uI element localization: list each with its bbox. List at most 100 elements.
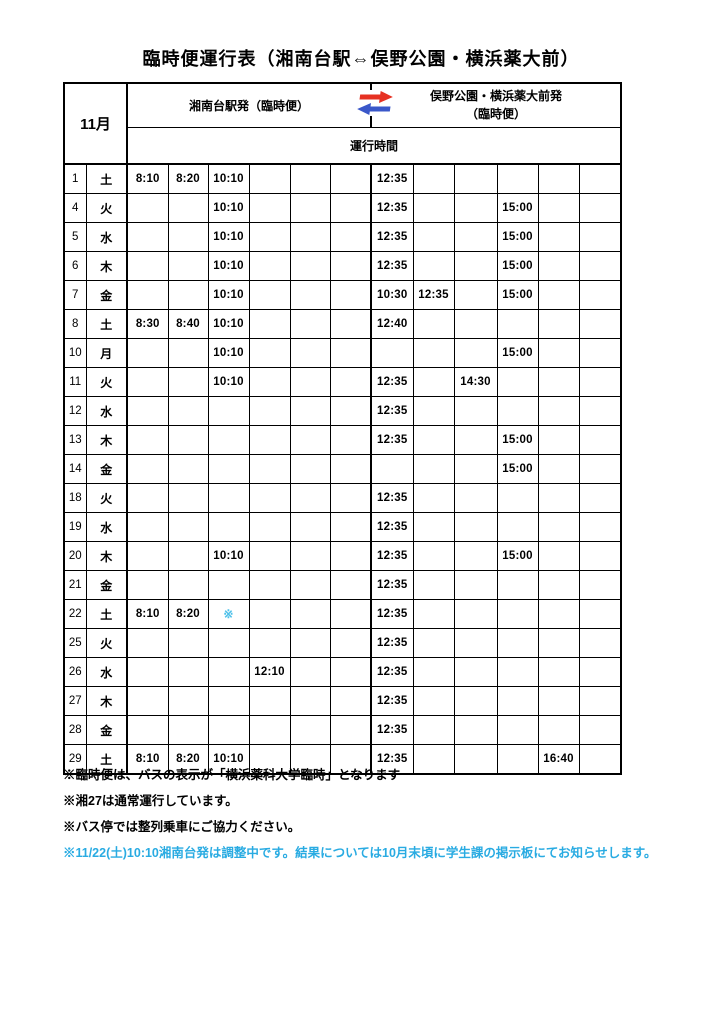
day-cell: 土: [85, 309, 128, 339]
timetable-body: 1 土 8:10 8:20 10:10 12:35 4 火 10:10 12:35 15:00 5 水 1…: [63, 163, 622, 775]
matano-departure-cell: 12:35: [412, 280, 455, 310]
shonandai-departure-cell: [248, 222, 291, 252]
table-row: 4 火 10:10 12:35 15:00: [63, 193, 622, 223]
shonandai-departure-cell: [329, 163, 372, 194]
day-cell: 金: [85, 570, 128, 600]
matano-departure-cell: [453, 163, 498, 194]
table-row: 18 火 12:35: [63, 483, 622, 513]
matano-departure-cell: 10:30: [370, 280, 414, 310]
matano-departure-cell: [578, 599, 622, 629]
matano-departure-cell: 15:00: [496, 541, 539, 571]
matano-departure-cell: 12:35: [370, 657, 414, 687]
shonandai-departure-cell: 8:20: [167, 599, 209, 629]
shonandai-departure-cell: [289, 599, 331, 629]
matano-departure-cell: 12:35: [370, 222, 414, 252]
matano-departure-cell: [453, 744, 498, 775]
shonandai-departure-cell: [329, 396, 372, 426]
matano-departure-cell: 12:35: [370, 570, 414, 600]
shonandai-departure-cell: [289, 715, 331, 745]
shonandai-departure-cell: 10:10: [207, 163, 250, 194]
table-row: 25 火 12:35: [63, 628, 622, 658]
matano-departure-cell: [412, 163, 455, 194]
swap-arrows-icon: [354, 90, 396, 116]
matano-departure-cell: 15:00: [496, 222, 539, 252]
table-row: 7 金 10:10 10:30 12:35 15:00: [63, 280, 622, 310]
matano-departure-cell: [412, 367, 455, 397]
date-cell: 11: [63, 367, 87, 397]
matano-departure-cell: [453, 251, 498, 281]
matano-departure-cell: [453, 715, 498, 745]
matano-departure-cell: 15:00: [496, 425, 539, 455]
matano-departure-cell: [412, 628, 455, 658]
shonandai-departure-cell: [289, 193, 331, 223]
shonandai-departure-cell: ※: [207, 599, 250, 629]
matano-departure-cell: [412, 657, 455, 687]
shonandai-departure-cell: [289, 222, 331, 252]
day-cell: 木: [85, 686, 128, 716]
day-cell: 水: [85, 657, 128, 687]
matano-departure-cell: [453, 309, 498, 339]
matano-departure-cell: [453, 512, 498, 542]
matano-departure-cell: [578, 483, 622, 513]
shonandai-departure-cell: [289, 280, 331, 310]
shonandai-departure-cell: [167, 367, 209, 397]
matano-departure-cell: [537, 309, 580, 339]
matano-departure-cell: [412, 425, 455, 455]
shonandai-departure-cell: [167, 715, 209, 745]
table-row: 26 水 12:10 12:35: [63, 657, 622, 687]
date-cell: 13: [63, 425, 87, 455]
matano-departure-cell: 15:00: [496, 251, 539, 281]
shonandai-departure-cell: [126, 367, 169, 397]
date-cell: 27: [63, 686, 87, 716]
matano-departure-cell: [453, 338, 498, 368]
date-cell: 28: [63, 715, 87, 745]
matano-departure-cell: [578, 222, 622, 252]
matano-departure-cell: [537, 715, 580, 745]
shonandai-departure-cell: 10:10: [207, 367, 250, 397]
matano-departure-cell: 12:35: [370, 193, 414, 223]
matano-departure-cell: [453, 628, 498, 658]
shonandai-departure-cell: [248, 425, 291, 455]
shonandai-departure-cell: [329, 193, 372, 223]
date-cell: 25: [63, 628, 87, 658]
shonandai-departure-cell: [167, 628, 209, 658]
shonandai-departure-cell: 10:10: [207, 541, 250, 571]
shonandai-departure-cell: 12:10: [248, 657, 291, 687]
shonandai-departure-cell: [289, 425, 331, 455]
shonandai-departure-cell: [207, 570, 250, 600]
matano-departure-cell: [496, 309, 539, 339]
matano-departure-cell: 12:35: [370, 163, 414, 194]
shonandai-departure-cell: [126, 686, 169, 716]
shonandai-departure-cell: [248, 599, 291, 629]
matano-departure-cell: [537, 686, 580, 716]
shonandai-departure-cell: [207, 686, 250, 716]
matano-departure-cell: [412, 483, 455, 513]
matano-departure-cell: [537, 338, 580, 368]
shonandai-departure-cell: [126, 280, 169, 310]
note-line: ※臨時便は、バスの表示が「横浜薬科大学臨時」となります: [63, 768, 401, 782]
day-cell: 木: [85, 251, 128, 281]
shonandai-departure-cell: [167, 251, 209, 281]
shonandai-departure-cell: [126, 425, 169, 455]
shonandai-departure-cell: [126, 483, 169, 513]
shonandai-departure-cell: [289, 163, 331, 194]
shonandai-departure-cell: 10:10: [207, 280, 250, 310]
table-row: 13 木 12:35 15:00: [63, 425, 622, 455]
shonandai-departure-cell: [167, 193, 209, 223]
shonandai-departure-cell: [289, 686, 331, 716]
matano-departure-cell: [496, 396, 539, 426]
date-cell: 8: [63, 309, 87, 339]
shonandai-departure-cell: [207, 657, 250, 687]
shonandai-departure-cell: [289, 657, 331, 687]
matano-departure-cell: 12:35: [370, 512, 414, 542]
matano-departure-cell: [496, 599, 539, 629]
shonandai-departure-cell: [329, 483, 372, 513]
table-row: 28 金 12:35: [63, 715, 622, 745]
matano-departure-cell: [496, 570, 539, 600]
day-cell: 水: [85, 396, 128, 426]
table-row: 20 木 10:10 12:35 15:00: [63, 541, 622, 571]
date-cell: 5: [63, 222, 87, 252]
shonandai-departure-cell: [207, 512, 250, 542]
matano-departure-cell: 12:35: [370, 686, 414, 716]
shonandai-departure-cell: [329, 251, 372, 281]
